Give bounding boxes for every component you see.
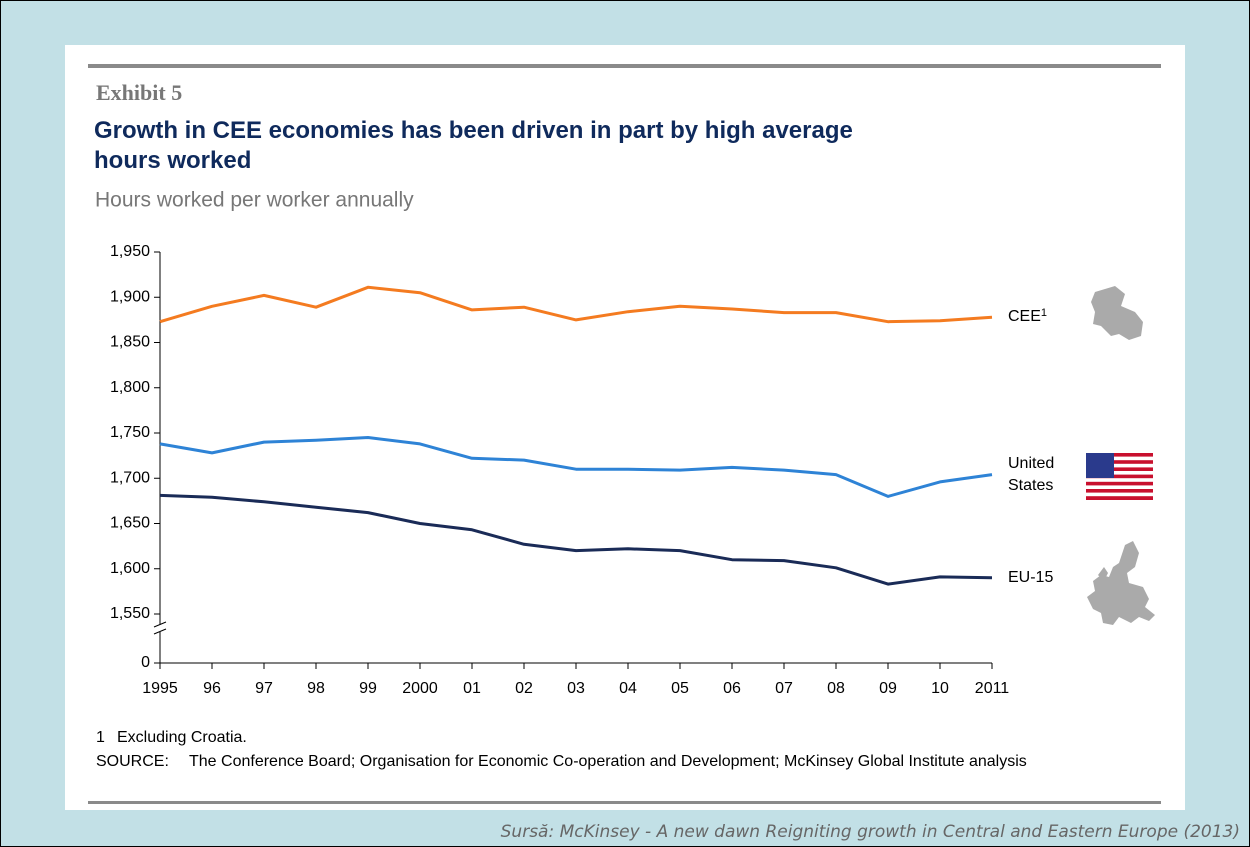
legend-entry: CEE bbox=[1008, 308, 1041, 326]
x-tick-label: 07 bbox=[775, 680, 793, 697]
x-tick-label: 2011 bbox=[975, 680, 1010, 697]
series-label-wrap: CEE 1 bbox=[1008, 292, 1078, 342]
source-text: The Conference Board; Organisation for E… bbox=[189, 753, 1027, 770]
source-box: The Conference Board; Organisation for E… bbox=[189, 753, 1027, 770]
footnote-text: Excluding Croatia. bbox=[117, 729, 247, 746]
series-label-box: EU-15 bbox=[1008, 553, 1078, 603]
x-tick-label: 05 bbox=[671, 680, 689, 697]
y-tick-label: 1,850 bbox=[110, 334, 150, 351]
x-tick-label: 09 bbox=[879, 680, 897, 697]
x-tick-label: 2000 bbox=[402, 680, 438, 697]
source-label: SOURCE: bbox=[96, 753, 169, 770]
y-tick-label: 1,600 bbox=[110, 560, 150, 577]
x-tick-label: 08 bbox=[827, 680, 845, 697]
series-label-wrap: United States bbox=[1008, 450, 1078, 500]
y-tick-label: 1,700 bbox=[110, 469, 150, 486]
series-label-wrap: EU-15 bbox=[1008, 553, 1078, 603]
series-line bbox=[159, 436, 993, 498]
x-tick-label: 02 bbox=[515, 680, 533, 697]
cee-map-icon bbox=[1091, 286, 1143, 340]
top-rule bbox=[88, 64, 1161, 68]
x-tick-label: 03 bbox=[567, 680, 585, 697]
y-tick-label: 1,750 bbox=[110, 424, 150, 441]
x-tick-label: 04 bbox=[619, 680, 637, 697]
series-label-box: CEE 1 bbox=[1008, 292, 1078, 342]
title-box: Growth in CEE economies has been driven … bbox=[94, 117, 853, 174]
caption: Sursă: McKinsey - A new dawn Reigniting … bbox=[501, 822, 1240, 842]
series-line bbox=[159, 493, 993, 586]
series-label-box: United States bbox=[1008, 450, 1078, 500]
x-tick-label: 98 bbox=[307, 680, 325, 697]
y-tick-label: 1,650 bbox=[110, 515, 150, 532]
chart-title: Growth in CEE economies has been driven … bbox=[94, 117, 853, 174]
x-tick-label: 99 bbox=[359, 680, 377, 697]
x-tick-label: 97 bbox=[255, 680, 273, 697]
us-flag-icon bbox=[1086, 453, 1153, 500]
x-tick-label: 96 bbox=[203, 680, 221, 697]
x-tick-label: 01 bbox=[463, 680, 481, 697]
footnote-marker: 1 bbox=[96, 729, 105, 746]
y-tick-label: 1,550 bbox=[110, 605, 150, 622]
x-tick-label: 10 bbox=[931, 680, 949, 697]
y-tick-label: 0 bbox=[141, 654, 150, 671]
exhibit-label: Exhibit 5 bbox=[96, 80, 182, 105]
x-tick-label: 06 bbox=[723, 680, 741, 697]
card bbox=[65, 45, 1185, 810]
x-tick-label: 1995 bbox=[142, 680, 178, 697]
y-tick-label: 1,900 bbox=[110, 288, 150, 305]
bottom-rule bbox=[88, 801, 1161, 804]
eu-map-icon bbox=[1087, 541, 1155, 625]
y-tick-label: 1,950 bbox=[110, 243, 150, 260]
chart-subtitle: Hours worked per worker annually bbox=[95, 189, 414, 212]
series-line bbox=[159, 285, 993, 324]
legend-entry: United States bbox=[1008, 454, 1055, 494]
legend-entry: EU-15 bbox=[1008, 568, 1054, 586]
axis-break bbox=[153, 621, 167, 635]
legend-superscript: 1 bbox=[1040, 307, 1048, 320]
y-tick-label: 1,800 bbox=[110, 379, 150, 396]
